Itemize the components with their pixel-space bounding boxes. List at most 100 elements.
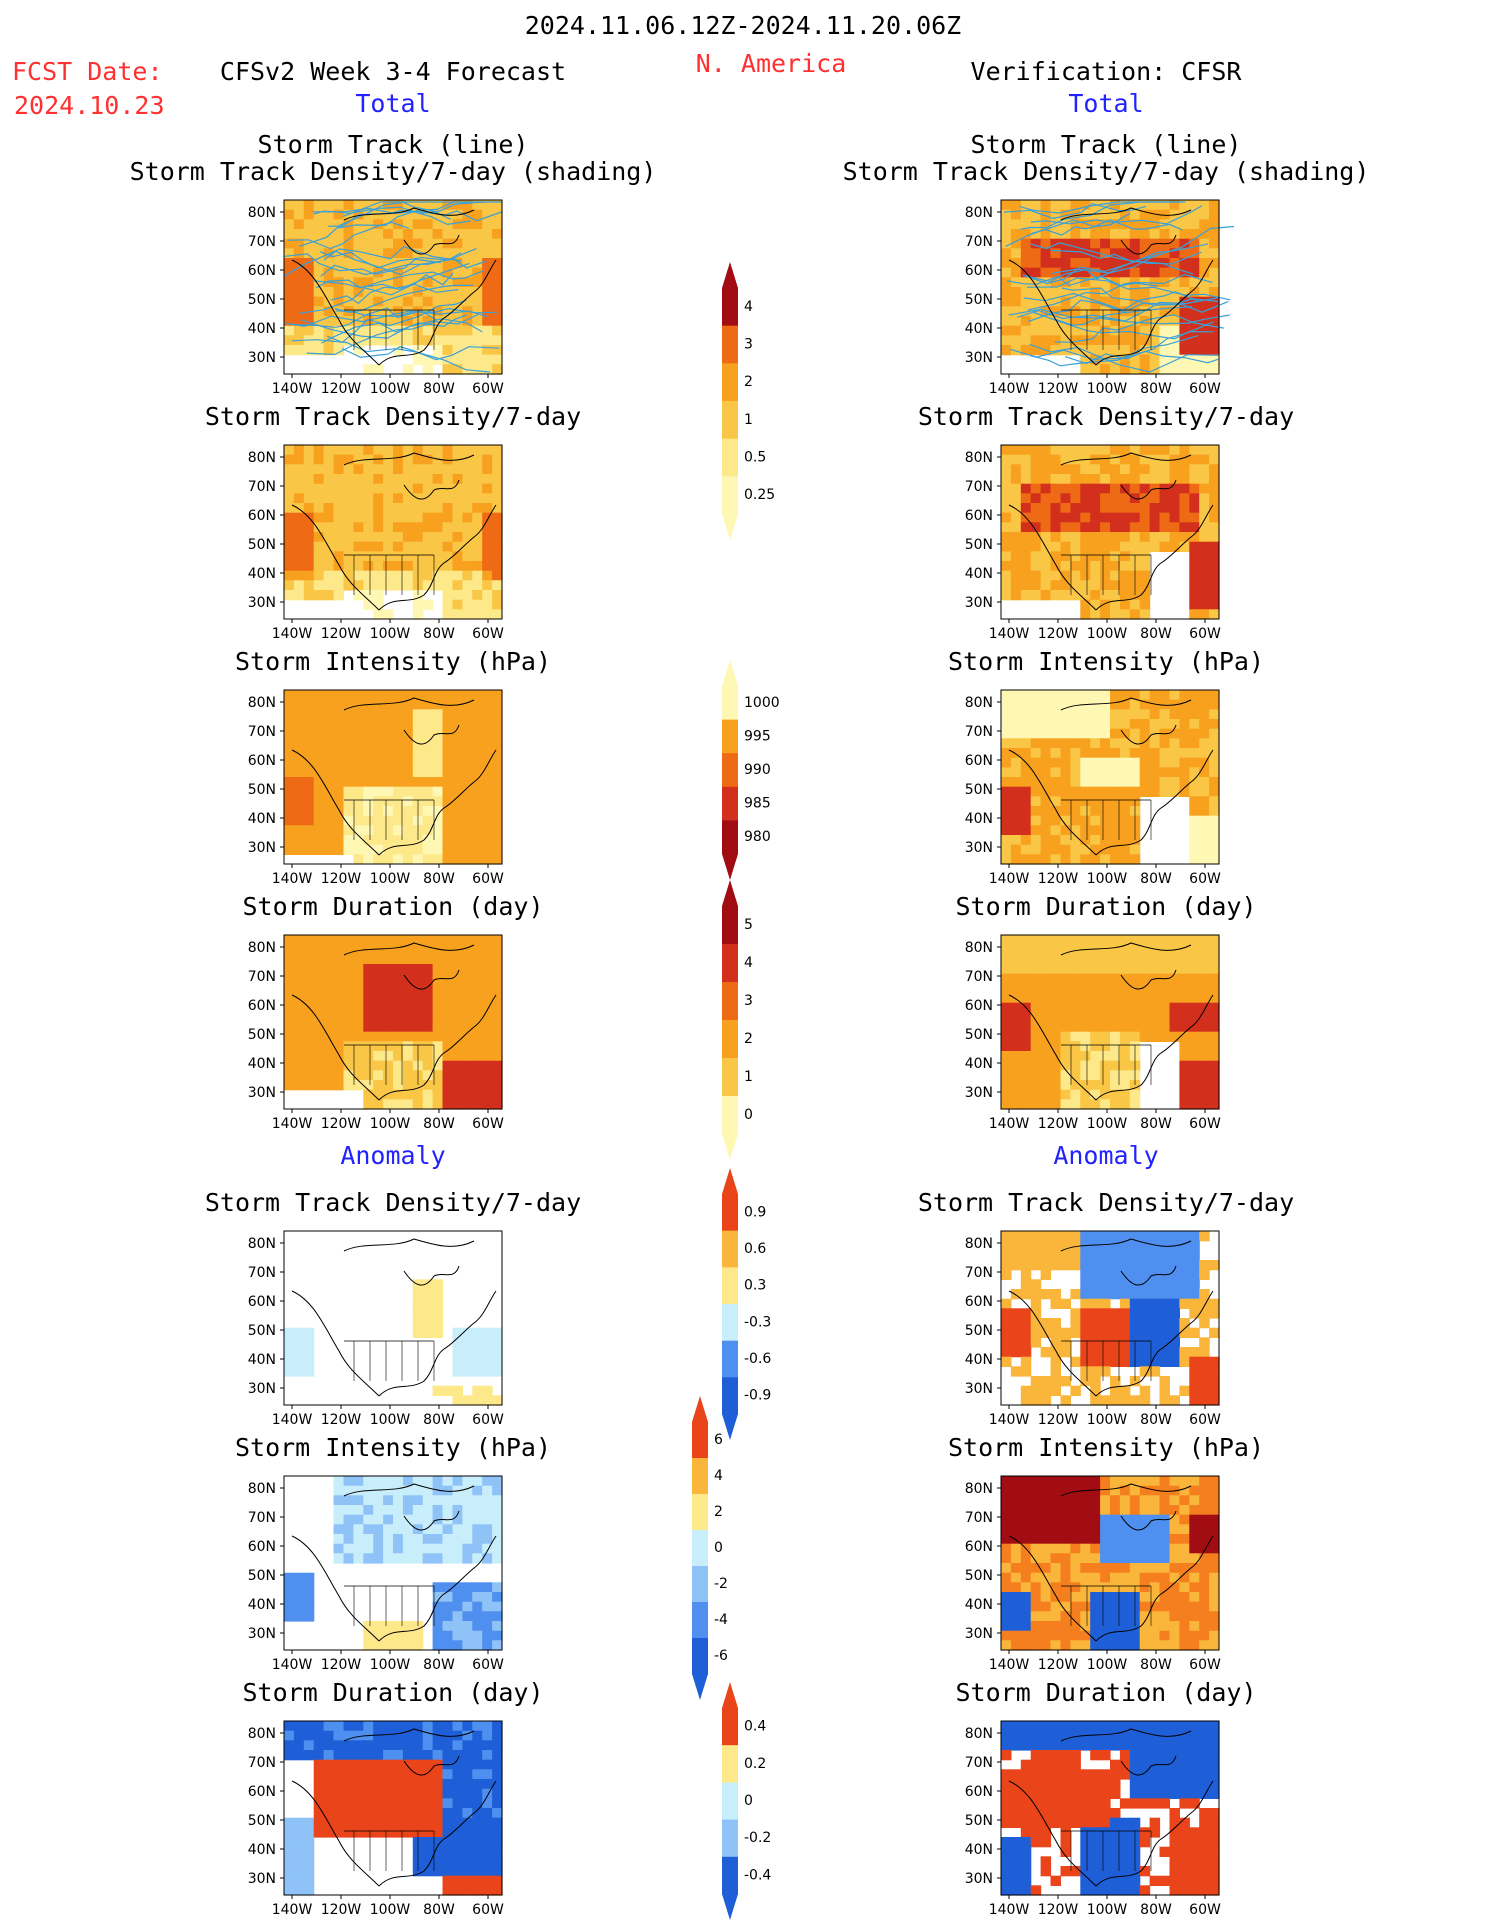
map-cell <box>1199 345 1210 356</box>
map-cell <box>343 1534 354 1545</box>
map-cell <box>1119 1041 1131 1052</box>
map-cell <box>353 983 364 994</box>
map-cell <box>333 248 344 259</box>
map-frame <box>1000 1230 1220 1406</box>
map-cell <box>1129 1730 1141 1741</box>
map-cell <box>363 767 374 778</box>
map-cell <box>1050 590 1061 601</box>
map-cell <box>313 209 325 220</box>
map-cell <box>293 738 305 749</box>
map-cell <box>1139 551 1151 562</box>
map-cell <box>1001 445 1012 456</box>
map-cell <box>383 935 394 946</box>
map-cell <box>1139 296 1151 307</box>
map-cell <box>1199 209 1210 220</box>
map-cell <box>1129 1231 1141 1242</box>
map-cell <box>1159 354 1170 365</box>
map-cell <box>1001 935 1012 946</box>
map-cell <box>1060 1347 1071 1358</box>
map-cell <box>1060 699 1071 710</box>
map-cell <box>1100 1231 1111 1242</box>
map-cell <box>373 748 384 759</box>
map-cell <box>1179 1750 1190 1761</box>
map-cell <box>313 757 325 768</box>
map-cell <box>482 1730 493 1741</box>
map-cell <box>1110 825 1121 836</box>
map-cell <box>1001 1337 1012 1348</box>
map-cell <box>1080 551 1091 562</box>
map-cell <box>442 1846 453 1857</box>
map-cell <box>1020 993 1032 1004</box>
map-cell <box>1060 1376 1071 1387</box>
map-cell <box>1080 316 1091 327</box>
map-cell <box>1179 1080 1190 1091</box>
storm-track-line <box>334 284 474 314</box>
map-cell <box>472 1347 483 1358</box>
map-cell <box>313 748 325 759</box>
map-cell <box>1070 551 1081 562</box>
map-cell <box>482 1514 493 1525</box>
map-cell <box>412 599 424 610</box>
map-cell <box>1020 325 1032 336</box>
map-cell <box>293 1031 305 1042</box>
map-cell <box>482 1080 493 1091</box>
map-cell <box>1149 690 1161 701</box>
map-cell <box>1070 209 1081 220</box>
map-cell <box>303 1327 315 1338</box>
map-cell <box>412 935 424 946</box>
map-cell <box>1189 287 1200 298</box>
map-cell <box>1100 1289 1111 1300</box>
map-cell <box>383 1640 394 1651</box>
map-cell <box>323 454 335 465</box>
map-cell <box>1070 306 1081 317</box>
map-cell <box>303 728 315 739</box>
map-cell <box>1020 1089 1032 1100</box>
storm-track-line <box>1022 260 1194 285</box>
map-cell <box>1040 1099 1052 1110</box>
map-cell <box>1159 1740 1170 1751</box>
map-cell <box>373 1827 384 1838</box>
map-cell <box>1139 1740 1151 1751</box>
map-cell <box>472 854 483 865</box>
map-cell <box>1179 1012 1190 1023</box>
map-cell <box>1020 1327 1032 1338</box>
map-cell <box>363 1779 374 1790</box>
map-cell <box>492 354 503 365</box>
map-cell <box>1080 1495 1091 1506</box>
map-cell <box>1199 1543 1210 1554</box>
map-cell <box>482 944 493 955</box>
map-cell <box>1119 954 1131 965</box>
map-cell <box>1020 464 1032 475</box>
map-cell <box>313 306 325 317</box>
map-cell <box>383 944 394 955</box>
map-cell <box>323 590 335 601</box>
map-cell <box>363 580 374 591</box>
map-cell <box>1209 493 1220 504</box>
map-cell <box>1090 796 1101 807</box>
map-cell <box>1119 1385 1131 1396</box>
map-cell <box>284 1846 295 1857</box>
map-cell <box>373 944 384 955</box>
map-cell <box>1010 935 1022 946</box>
map-cell <box>1159 1505 1170 1516</box>
map-cell <box>1001 1318 1012 1329</box>
map-cell <box>293 1002 305 1013</box>
map-cell <box>402 983 414 994</box>
map-cell <box>462 944 473 955</box>
map-cell <box>1070 1553 1081 1564</box>
map-cell <box>1010 1240 1022 1251</box>
map-cell <box>333 757 344 768</box>
map-cell <box>393 1476 404 1487</box>
map-cell <box>1010 1730 1022 1741</box>
map-cell <box>492 1885 503 1896</box>
map-cell <box>1169 1289 1180 1300</box>
map-cell <box>1189 815 1200 826</box>
map-cell <box>492 493 503 504</box>
map-cell <box>343 1730 354 1741</box>
map-cell <box>482 1089 493 1100</box>
map-cell <box>1050 964 1061 975</box>
map-cell <box>482 345 493 356</box>
map-cell <box>313 464 325 475</box>
map-cell <box>1020 277 1032 288</box>
lat-tick-label: 40N <box>248 1597 276 1613</box>
